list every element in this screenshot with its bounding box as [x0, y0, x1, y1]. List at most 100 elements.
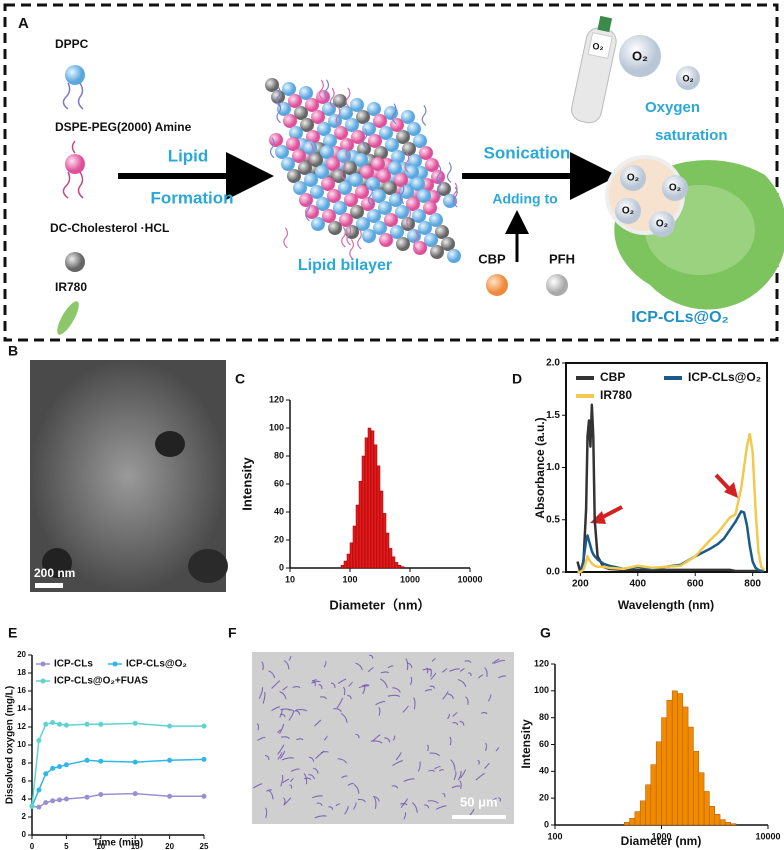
bacterium — [319, 696, 327, 700]
x-tick-label: 200 — [572, 579, 589, 590]
bacterium — [380, 671, 390, 674]
lipid-head — [357, 142, 371, 156]
histogram-bar — [639, 800, 646, 826]
lipid-head — [332, 169, 346, 183]
lipid-tail — [345, 138, 351, 160]
legend-label: ICP-CLs@O₂+FUAS — [54, 676, 148, 687]
lipid-head — [412, 209, 426, 223]
bacterium — [475, 772, 485, 781]
y-tick-label: 0 — [544, 819, 549, 829]
legend-label: ICP-CLs@O₂ — [126, 659, 187, 670]
bacterium — [330, 682, 336, 688]
lipid-head — [334, 126, 348, 140]
bacterium — [391, 785, 399, 789]
component-label: DC-Cholesterol ·HCL — [50, 221, 169, 235]
y-tick-label: 16 — [17, 686, 26, 695]
bacterium — [460, 769, 467, 779]
bacterium — [375, 701, 386, 706]
lipid-head — [299, 193, 313, 207]
lipid-head — [287, 169, 301, 183]
lipid-head — [265, 78, 279, 92]
bacterium — [314, 815, 327, 819]
lipid-head — [407, 122, 421, 136]
lipid-head — [282, 82, 296, 96]
bacterium — [457, 770, 462, 781]
lipid-tail — [391, 103, 397, 125]
series-marker — [84, 794, 90, 800]
lipid-tail — [436, 164, 442, 186]
lipid-tail — [357, 228, 362, 250]
histogram-bar — [698, 772, 705, 826]
bacterium — [495, 747, 500, 752]
bacterium — [355, 662, 363, 671]
histogram-bar — [367, 427, 372, 569]
bacterium — [279, 750, 286, 759]
lipid-head — [356, 217, 370, 231]
bacterium — [253, 783, 263, 789]
bacterium — [372, 734, 381, 742]
histogram-bar — [349, 542, 354, 569]
lipid-head — [396, 237, 410, 251]
lipid-head — [408, 154, 422, 168]
lipid-head — [293, 181, 307, 195]
lipid-head — [322, 102, 336, 116]
lipid-head — [362, 122, 376, 136]
bacterium — [328, 806, 334, 810]
dspe-head — [65, 154, 85, 174]
bacterium — [452, 712, 458, 717]
lipid-head — [354, 153, 368, 167]
legend-marker — [112, 661, 118, 667]
series-marker — [57, 797, 63, 803]
lipid-tail — [283, 227, 289, 249]
y-tick-label: 1.5 — [546, 410, 560, 421]
bacterium — [481, 712, 488, 715]
lipid-tail — [308, 143, 314, 164]
bacterium — [435, 805, 447, 810]
lipid-head — [275, 145, 289, 159]
lipid-head — [305, 98, 319, 112]
scale-bar — [452, 815, 506, 819]
y-tick-label: 18 — [17, 668, 26, 677]
y-tick-label: 40 — [539, 766, 549, 776]
legend-marker — [40, 678, 46, 684]
bacterium — [266, 789, 273, 792]
lipid-head — [379, 126, 393, 140]
panel-label: C — [235, 371, 245, 387]
bacterium — [464, 660, 472, 663]
panel-label: F — [228, 625, 237, 641]
lipid-head — [401, 110, 415, 124]
lipid-tail — [399, 183, 405, 205]
lipid-head — [356, 110, 370, 124]
histogram-bar — [650, 764, 657, 826]
y-tick-label: 6 — [22, 776, 27, 785]
lipid-head — [367, 102, 381, 116]
series-marker — [43, 771, 49, 777]
x-tick-label: 20 — [165, 842, 174, 850]
x-axis-label: Time (min) — [93, 838, 143, 849]
lipid-head — [298, 161, 312, 175]
y-axis-label: Intensity — [239, 457, 254, 511]
additive-label: CBP — [478, 251, 506, 266]
lipid-head — [447, 249, 461, 263]
bacterium — [279, 708, 283, 718]
lipid-head — [299, 86, 313, 100]
lipid-tail — [446, 162, 452, 183]
bacterium — [271, 680, 281, 689]
histogram-bar — [709, 805, 715, 826]
bacterium — [379, 678, 388, 689]
panel-label: B — [8, 343, 18, 359]
histogram-bar — [655, 741, 662, 826]
lipid-head — [383, 181, 397, 195]
bacterium — [428, 769, 435, 772]
legend-label: ICP-CLs@O₂ — [688, 370, 761, 384]
lipid-tail — [62, 82, 84, 110]
lipid-head — [326, 157, 340, 171]
bacterium — [459, 668, 466, 672]
lipid-head — [406, 197, 420, 211]
bacterium — [441, 668, 448, 673]
bacterium — [459, 780, 462, 789]
lipid-tail — [452, 182, 458, 204]
y-tick-label: 20 — [539, 793, 549, 803]
bacterium — [410, 676, 413, 686]
histogram-bar — [671, 690, 678, 826]
